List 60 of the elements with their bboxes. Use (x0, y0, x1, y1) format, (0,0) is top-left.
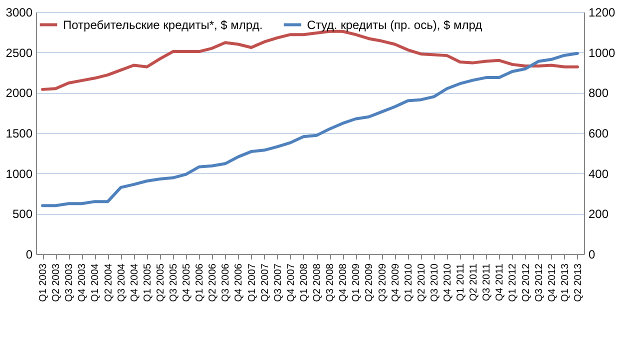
y-tick-label: 1500 (6, 126, 33, 140)
y-tick-label: 500 (12, 207, 33, 222)
y-tick-label: 0 (26, 248, 33, 262)
x-tick-label: Q2 2009 (364, 263, 376, 302)
x-tick-label: Q1 2004 (90, 263, 102, 302)
y-tick-label: 2500 (6, 46, 33, 60)
y-tick-label: 1000 (6, 166, 33, 181)
x-tick-label: Q4 2012 (546, 263, 558, 302)
line-series (41, 30, 579, 91)
x-tick-label: Q1 2011 (456, 263, 467, 302)
x-tick-label: Q3 2010 (429, 263, 440, 302)
y2-tick-label: 600 (588, 126, 609, 140)
x-tick-label: Q4 2010 (442, 263, 454, 302)
line-series (41, 52, 579, 208)
x-tick-label: Q1 2012 (508, 263, 519, 302)
x-tick-label: Q1 2013 (560, 263, 571, 302)
x-tick-label: Q2 2007 (260, 263, 271, 302)
x-tick-label: Q2 2013 (572, 263, 584, 302)
x-tick-label: Q2 2006 (208, 263, 219, 302)
x-tick-label: Q1 2005 (142, 263, 154, 302)
y2-tick-label: 800 (588, 86, 609, 100)
x-tick-label: Q3 2009 (377, 263, 388, 302)
x-tick-label: Q3 2007 (272, 263, 284, 302)
x-tick-label: Q2 2003 (51, 263, 62, 302)
x-tick-label: Q2 2004 (103, 263, 114, 302)
x-tick-label: Q3 2011 (482, 263, 493, 302)
x-tick-label: Q1 2007 (246, 263, 258, 302)
y-tick-label: 2000 (6, 86, 33, 100)
x-tick-label: Q2 2005 (155, 263, 166, 302)
y2-tick-label: 200 (588, 207, 609, 222)
x-tick-label: Q2 2012 (520, 263, 532, 302)
x-tick-label: Q1 2006 (194, 263, 206, 302)
x-tick-label: Q3 2005 (168, 263, 180, 302)
legend-label: Потребительские кредиты*, $ млрд. (63, 18, 263, 32)
x-tick-label: Q4 2005 (182, 263, 193, 302)
x-tick-label: Q4 2008 (338, 263, 350, 302)
x-tick-label: Q1 2010 (403, 263, 414, 302)
x-tick-label: Q3 2004 (116, 263, 128, 302)
x-tick-label: Q4 2009 (390, 263, 402, 302)
y2-tick-label: 0 (588, 248, 596, 262)
x-tick-label: Q4 2003 (77, 263, 88, 302)
y2-tick-label: 400 (588, 166, 609, 181)
x-tick-label: Q2 2011 (468, 263, 480, 302)
y2-tick-label: 1200 (588, 6, 616, 20)
x-tick-label: Q4 2004 (129, 263, 140, 302)
legend-label: Студ. кредиты (пр. ось), $ млрд (307, 18, 482, 32)
x-tick-label: Q3 2006 (220, 263, 232, 302)
x-tick-label: Q3 2012 (534, 263, 545, 302)
x-tick-label: Q1 2003 (38, 263, 50, 302)
x-tick-label: Q1 2009 (351, 263, 362, 302)
y2-tick-label: 1000 (588, 46, 616, 60)
x-tick-label: Q4 2007 (286, 263, 297, 302)
x-tick-label: Q4 2011 (494, 263, 506, 302)
x-tick-label: Q4 2006 (234, 263, 245, 302)
y-tick-label: 3000 (6, 6, 33, 20)
x-tick-label: Q1 2008 (298, 263, 310, 302)
x-tick-label: Q2 2008 (312, 263, 324, 302)
x-tick-label: Q2 2010 (416, 263, 428, 302)
x-tick-label: Q3 2008 (325, 263, 336, 302)
x-tick-label: Q3 2003 (64, 263, 76, 302)
